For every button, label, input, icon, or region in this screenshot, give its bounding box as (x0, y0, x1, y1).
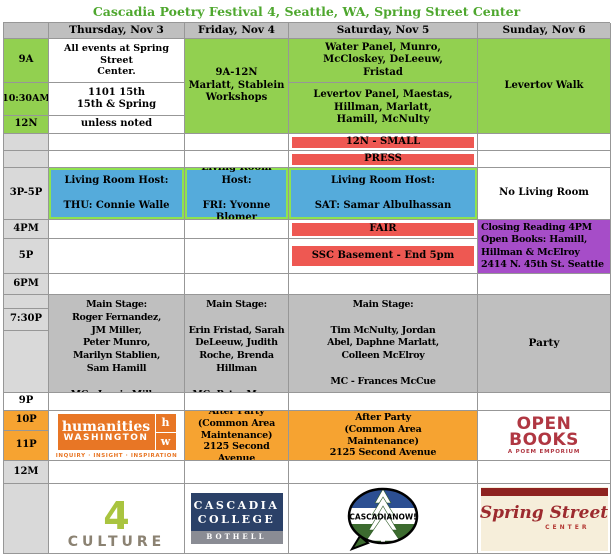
header-sunday: Sunday, Nov 6 (478, 23, 611, 39)
time-empty-cell (4, 134, 49, 151)
empty-cell (478, 461, 611, 484)
empty-cell (49, 274, 185, 295)
humanities-washington-wordmark: humanities WASHINGTON (61, 419, 151, 444)
open-books-tagline: A POEM EMPORIUM (507, 449, 581, 456)
time-730p-label: 7:30P (4, 309, 48, 331)
humanities-washington-logo-box: humanities WASHINGTON h w (57, 414, 176, 451)
time-9a: 9A (4, 39, 49, 83)
time-730p: 7:30P (4, 295, 49, 393)
time-4pm: 4PM (4, 220, 49, 239)
cell-sun-levertov-walk: Levertov Walk (478, 39, 611, 134)
cell-sun-closing-reading: Closing Reading 4PM Open Books: Hamill, … (478, 220, 611, 274)
header-thursday: Thursday, Nov 3 (49, 23, 185, 39)
cell-sun-party: Party (478, 295, 611, 393)
time-10p: 10P (4, 411, 49, 431)
cell-thu-unless-noted: unless noted (49, 116, 185, 134)
cell-sat-ssc-basement: SSC Basement - End 5pm (289, 239, 478, 274)
empty-cell (49, 461, 185, 484)
humanities-tagline: INQUIRY · INSIGHT · INSPIRATION (55, 453, 178, 460)
header-corner-cell (4, 23, 49, 39)
empty-cell (478, 151, 611, 168)
cell-thu-living-room: Living Room Host: THU: Connie Walle (49, 168, 185, 220)
four-culture-numeral: 4 (103, 494, 130, 539)
humanities-hw-monogram: h w (154, 414, 176, 451)
empty-cell (185, 151, 289, 168)
empty-cell (185, 461, 289, 484)
cascadianow-bubble-icon: CASCADIANOW! (347, 487, 419, 551)
four-culture-logo: 4 CULTURE (49, 484, 185, 554)
red-banner-press: PRESS (292, 153, 474, 165)
spring-street-center-logo: Spring Street CENTER (478, 484, 611, 554)
empty-cell (185, 134, 289, 151)
empty-cell (185, 220, 289, 239)
cell-sat-levertov-panel: Levertov Panel, Maestas, Hillman, Marlat… (289, 83, 478, 134)
cell-thu-address: 1101 15th 15th & Spring (49, 83, 185, 116)
open-books-logo: OPEN BOOKS A POEM EMPORIUM (478, 411, 611, 461)
time-5p: 5P (4, 239, 49, 274)
cell-thu-9a: All events at Spring Street Center. (49, 39, 185, 83)
cell-sat-press: PRESS (289, 151, 478, 168)
cell-fri-after-party: After Party (Common Area Maintenance) 21… (185, 411, 289, 461)
spring-street-script: Spring Street (479, 502, 609, 523)
empty-cell (49, 134, 185, 151)
time-11p: 11P (4, 431, 49, 461)
empty-cell (478, 393, 611, 411)
cell-sat-after-party: After Party (Common Area Maintenance) 21… (289, 411, 478, 461)
time-9p: 9P (4, 393, 49, 411)
time-12n: 12N (4, 116, 49, 134)
empty-cell (185, 239, 289, 274)
header-friday: Friday, Nov 4 (185, 23, 289, 39)
time-6pm: 6PM (4, 274, 49, 295)
cascadia-college-logo: CASCADIA COLLEGE BOTHELL (185, 484, 289, 554)
empty-cell (49, 151, 185, 168)
empty-cell (289, 274, 478, 295)
red-banner-12n-small: 12N - SMALL (292, 136, 474, 148)
open-books-line2: BOOKS (509, 429, 579, 450)
cell-sun-no-living-room: No Living Room (478, 168, 611, 220)
time-12m: 12M (4, 461, 49, 484)
empty-cell (49, 393, 185, 411)
empty-cell (185, 274, 289, 295)
cell-fri-main-stage: Main Stage: Erin Fristad, Sarah DeLeeuw,… (185, 295, 289, 393)
spring-street-center-word: CENTER (545, 523, 590, 531)
cascadianow-logo: CASCADIANOW! (289, 484, 478, 554)
cell-fri-living-room: Living Room Host: FRI: Yvonne Blomer (185, 168, 289, 220)
time-empty-cell (4, 151, 49, 168)
spring-street-top-bar (480, 487, 608, 496)
time-730p-spacer (4, 295, 48, 309)
cascadia-college-bothell-bar: BOTHELL (190, 531, 283, 545)
cell-sat-living-room: Living Room Host: SAT: Samar Albulhassan (289, 168, 478, 220)
empty-cell (49, 239, 185, 274)
spring-street-logo-box: Spring Street CENTER (479, 486, 609, 551)
empty-cell (289, 393, 478, 411)
cell-sat-9a-water-panel: Water Panel, Munro, McCloskey, DeLeeuw, … (289, 39, 478, 83)
time-3p-5p: 3P-5P (4, 168, 49, 220)
four-culture-word: CULTURE (67, 534, 166, 551)
cell-sat-main-stage: Main Stage: Tim McNulty, Jordan Abel, Da… (289, 295, 478, 393)
empty-cell (49, 220, 185, 239)
cell-fri-morning-workshops: 9A-12N Marlatt, Stablein Workshops (185, 39, 289, 134)
cell-thu-main-stage: Main Stage: Roger Fernandez, JM Miller, … (49, 295, 185, 393)
header-saturday: Saturday, Nov 5 (289, 23, 478, 39)
time-1030am: 10:30AM (4, 83, 49, 116)
humanities-washington-logo: humanities WASHINGTON h w INQUIRY · INSI… (49, 411, 185, 461)
schedule-table: Thursday, Nov 3 Friday, Nov 4 Saturday, … (3, 22, 611, 554)
cell-sat-fair: FAIR (289, 220, 478, 239)
cell-sat-12n-small: 12N - SMALL (289, 134, 478, 151)
page-title: Cascadia Poetry Festival 4, Seattle, WA,… (92, 4, 521, 19)
empty-cell (478, 134, 611, 151)
open-books-line1: OPEN (516, 413, 572, 434)
cascadia-college-logo-box: CASCADIA COLLEGE BOTHELL (190, 492, 283, 545)
red-banner-fair: FAIR (292, 222, 474, 236)
empty-cell (289, 461, 478, 484)
empty-cell (478, 274, 611, 295)
cascadianow-label: CASCADIANOW! (349, 512, 416, 521)
empty-cell (185, 393, 289, 411)
red-banner-ssc-basement: SSC Basement - End 5pm (292, 246, 474, 266)
time-empty-cell (4, 484, 49, 554)
